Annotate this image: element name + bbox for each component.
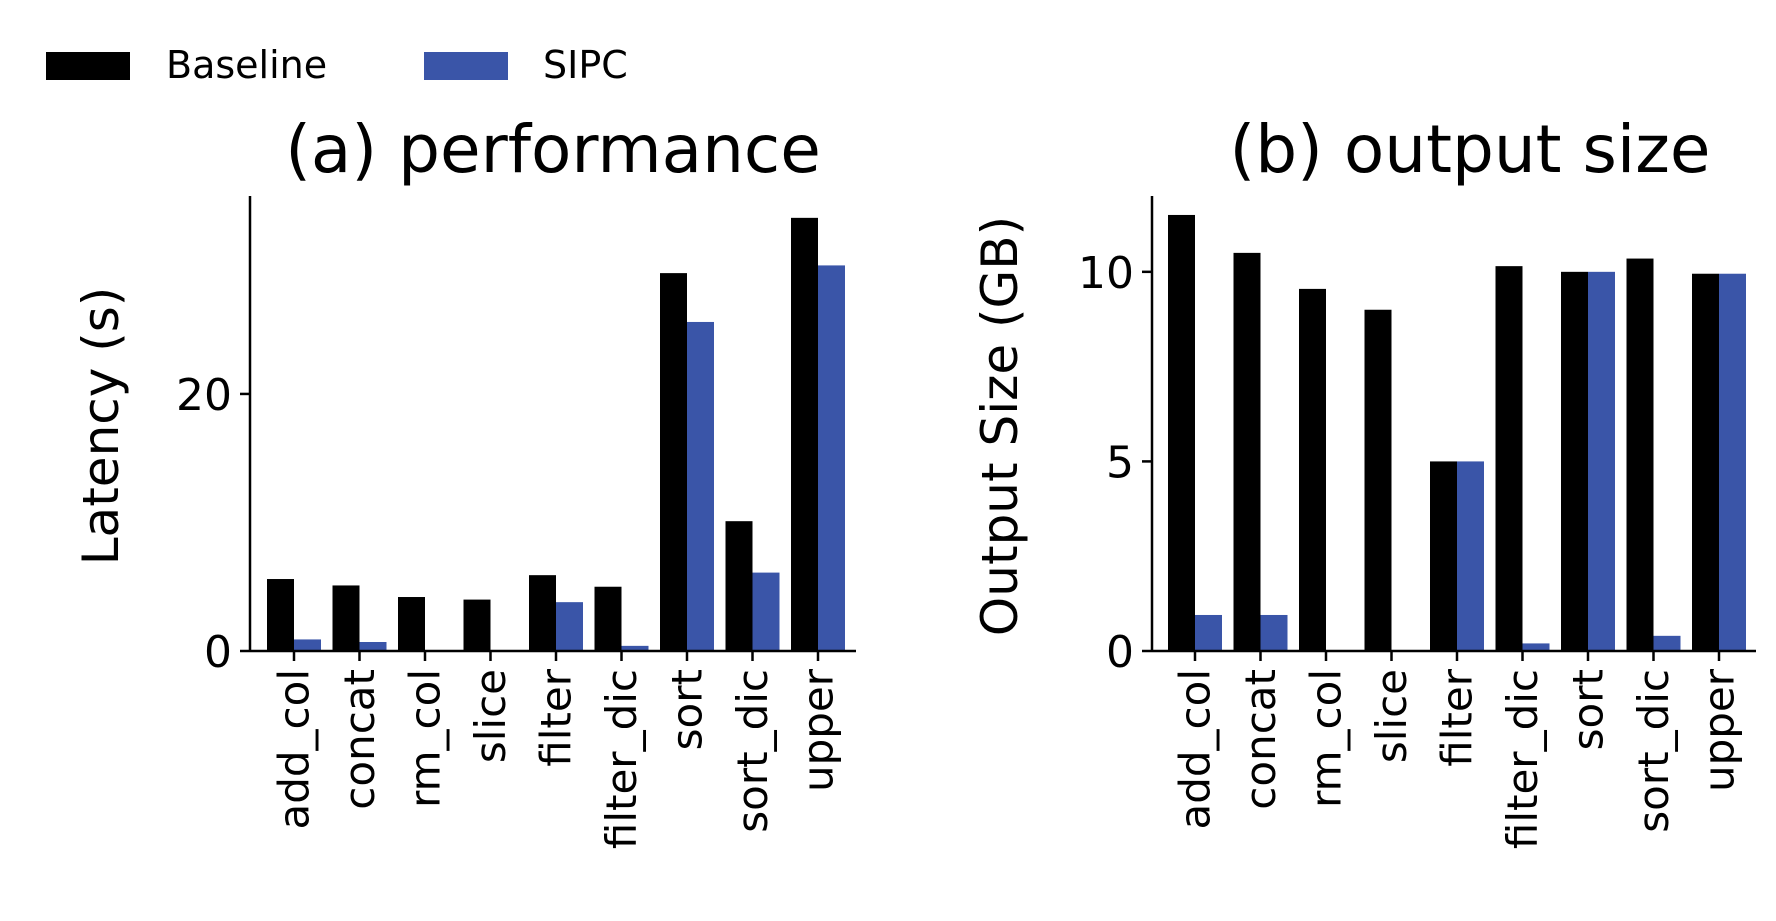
x-tick-label-sort: sort — [663, 669, 712, 750]
chart-title-output-size: (b) output size — [1229, 111, 1710, 188]
bar-sipc-filter — [1457, 461, 1484, 651]
legend-swatch-baseline — [46, 52, 130, 80]
x-tick-label-concat: concat — [335, 669, 384, 810]
y-ticks-output-size: 0 5 10 — [1078, 248, 1152, 678]
bar-baseline-sort — [1561, 271, 1588, 651]
bar-baseline-add-col — [1168, 214, 1195, 652]
bar-baseline-slice — [463, 599, 491, 651]
bar-baseline-sort — [660, 273, 687, 651]
x-tick-label-rm-col: rm_col — [1302, 669, 1351, 808]
bar-sipc-add-col — [294, 639, 321, 651]
bar-sipc-sort-dic — [1653, 635, 1681, 651]
x-tick-label-rm-col: rm_col — [401, 669, 450, 808]
bar-sipc-concat — [359, 642, 387, 651]
bar-baseline-add-col — [267, 579, 294, 651]
x-tick-label-add-col: add_col — [270, 669, 319, 830]
x-tick-label-filter-dic: filter_dic — [597, 669, 646, 849]
y-axis-label-latency: Latency (s) — [72, 287, 130, 566]
y-tick-label-0: 0 — [204, 627, 232, 678]
bar-sipc-filter-dic — [621, 645, 649, 651]
x-tick-label-add-col: add_col — [1171, 669, 1220, 830]
y-axis-label-output-size: Output Size (GB) — [971, 216, 1029, 636]
bar-sipc-add-col — [1195, 614, 1222, 651]
x-ticks-output-size: add_col concat rm_col slice filter filter_dic… — [1171, 651, 1744, 849]
y-tick-label-20: 20 — [176, 370, 232, 421]
bar-baseline-filter — [1430, 461, 1457, 651]
x-tick-label-sort: sort — [1564, 669, 1613, 750]
bar-sipc-sort — [1588, 271, 1615, 651]
legend-label-sipc: SIPC — [543, 43, 628, 87]
bar-baseline-sort-dic — [1626, 258, 1654, 651]
bar-sipc-concat — [1260, 614, 1288, 651]
x-tick-label-slice: slice — [1367, 669, 1416, 763]
y-tick-label-0: 0 — [1106, 627, 1134, 678]
legend-label-baseline: Baseline — [166, 43, 327, 87]
x-tick-label-upper: upper — [794, 668, 843, 792]
chart-title-performance: (a) performance — [285, 111, 821, 188]
bar-baseline-filter-dic — [594, 586, 622, 651]
y-tick-label-10: 10 — [1078, 248, 1134, 299]
bar-sipc-filter — [556, 602, 583, 651]
bar-baseline-rm-col — [1299, 288, 1326, 651]
x-tick-label-filter: filter — [532, 668, 581, 766]
x-tick-label-concat: concat — [1236, 669, 1285, 810]
bar-baseline-concat — [332, 585, 360, 651]
bar-baseline-filter-dic — [1495, 266, 1523, 651]
bar-sipc-sort-dic — [752, 572, 780, 651]
y-ticks-performance: 0 20 — [176, 370, 250, 678]
bar-baseline-concat — [1233, 252, 1261, 651]
bar-sipc-sort — [687, 321, 714, 651]
bar-sipc-upper — [1719, 273, 1746, 651]
bars-output-size — [1168, 214, 1746, 652]
y-tick-label-5: 5 — [1106, 437, 1134, 488]
bar-baseline-upper — [1692, 273, 1719, 651]
x-tick-label-sort-dic: sort_dic — [728, 669, 777, 833]
bar-baseline-slice — [1364, 309, 1392, 651]
x-ticks-performance: add_col concat rm_col slice filter filter_dic… — [270, 651, 843, 849]
chart-output-size: (b) output size Output Size (GB) 0 5 10 ad… — [971, 111, 1756, 849]
chart-performance: (a) performance Latency (s) 0 20 add_col c… — [72, 111, 856, 849]
bar-baseline-upper — [791, 217, 818, 651]
bar-baseline-sort-dic — [725, 521, 753, 651]
x-tick-label-filter: filter — [1433, 668, 1482, 766]
bar-sipc-filter-dic — [1522, 643, 1550, 651]
x-tick-label-sort-dic: sort_dic — [1629, 669, 1678, 833]
bar-sipc-upper — [818, 265, 845, 651]
legend: Baseline SIPC — [46, 43, 628, 87]
bars-performance — [267, 217, 845, 651]
bar-baseline-rm-col — [398, 597, 425, 651]
x-tick-label-upper: upper — [1695, 668, 1744, 792]
x-tick-label-slice: slice — [466, 669, 515, 763]
bar-baseline-filter — [529, 575, 556, 651]
legend-swatch-sipc — [424, 52, 508, 80]
x-tick-label-filter-dic: filter_dic — [1498, 669, 1547, 849]
